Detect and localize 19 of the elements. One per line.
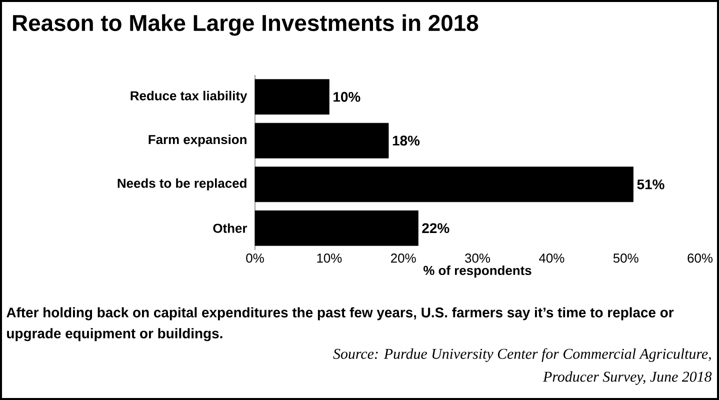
data-label: 51% xyxy=(637,179,664,190)
y-tick-label: Farm expansion xyxy=(148,134,246,147)
y-tick-label: Reduce tax liability xyxy=(130,90,248,103)
x-tick-label: 10% xyxy=(317,254,342,263)
x-tick-label: 30% xyxy=(465,254,490,263)
data-label: 10% xyxy=(334,92,360,102)
x-tick-label: 20% xyxy=(391,254,416,263)
data-label: 18% xyxy=(392,136,420,146)
data-label: 22% xyxy=(422,223,450,234)
text: After holding back on capital expenditures the past few years, U.S. farmers say it’s time to replace or upgrade equipment or buildings. xyxy=(6,307,674,342)
x-tick-label: 60% xyxy=(688,254,713,263)
y-tick-label: Other xyxy=(213,223,248,233)
x-tick-label: 0% xyxy=(246,254,264,263)
y-tick-label: Needs to be replaced xyxy=(118,178,246,190)
chart-title: Reason to Make Large Investments in 2018 xyxy=(13,14,478,36)
x-tick-label: 50% xyxy=(613,254,638,263)
x-axis-title: % of respondents xyxy=(424,266,532,278)
source-note: Source: Purdue University Center for Commercial Agriculture, Producer Survey, June 2018 xyxy=(333,348,712,385)
x-tick-label: 40% xyxy=(539,254,564,263)
